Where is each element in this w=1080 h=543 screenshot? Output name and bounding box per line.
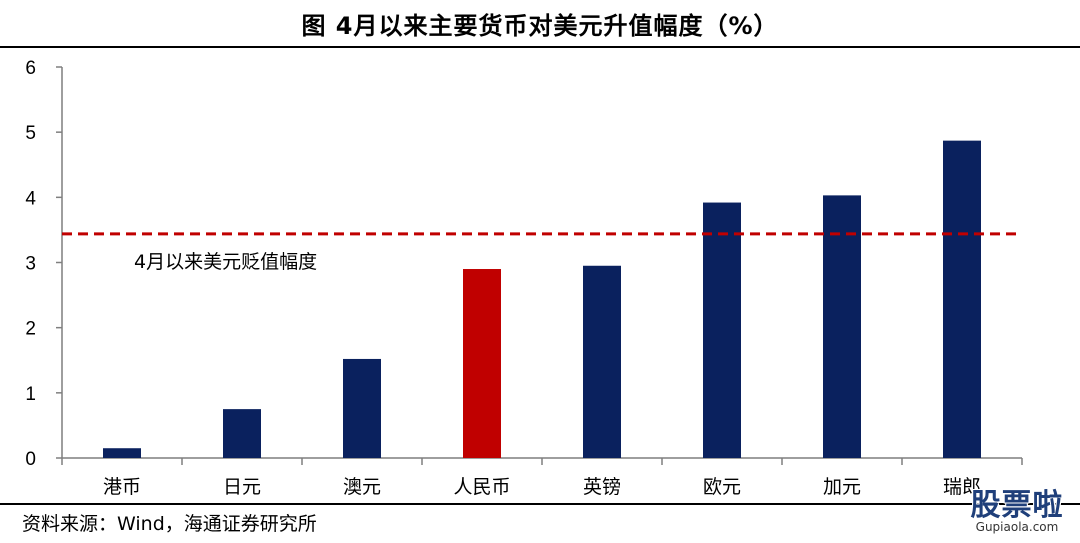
x-category-label: 人民币: [453, 476, 510, 498]
watermark-url: Gupiaola.com: [975, 520, 1059, 534]
x-category-label: 英镑: [583, 476, 621, 498]
bar-英镑: [583, 265, 621, 458]
reference-line-label: 4月以来美元贬值幅度: [134, 251, 317, 273]
figure-title: 图 4月以来主要货币对美元升值幅度（%）: [301, 12, 779, 40]
bottom-rule: [0, 503, 1080, 505]
y-tick-label: 0: [25, 449, 36, 470]
bar-加元: [823, 195, 861, 458]
x-category-label: 澳元: [343, 476, 381, 498]
bar-欧元: [703, 202, 741, 458]
bars: [103, 140, 981, 458]
x-axis: 港币 日元 澳元 人民币 英镑 欧元 加元 瑞郎: [61, 457, 1023, 498]
y-axis: 0 1 2 3 4 5 6: [25, 58, 63, 470]
bar-瑞郎: [943, 140, 981, 458]
x-category-label: 瑞郎: [943, 476, 981, 498]
y-tick-label: 1: [25, 384, 36, 405]
x-category-label: 欧元: [703, 476, 741, 498]
y-tick-label: 4: [25, 188, 36, 209]
y-tick-label: 5: [25, 123, 36, 144]
title-rule: [0, 46, 1080, 48]
y-tick-label: 2: [25, 319, 36, 340]
source-note: 资料来源：Wind，海通证券研究所: [22, 513, 317, 535]
bar-澳元: [343, 358, 381, 458]
x-category-label: 港币: [103, 476, 141, 498]
bar-港币: [103, 448, 141, 458]
y-tick-label: 3: [25, 254, 36, 275]
bar-日元: [223, 409, 261, 458]
reference-line-group: 4月以来美元贬值幅度: [62, 232, 1018, 273]
bar-人民币: [463, 269, 501, 458]
watermark-logo: 股票啦 Gupiaola.com: [958, 480, 1076, 540]
y-tick-label: 6: [25, 58, 36, 79]
x-category-label: 日元: [223, 476, 261, 498]
watermark-text: 股票啦: [970, 488, 1064, 523]
x-category-label: 加元: [823, 476, 861, 498]
